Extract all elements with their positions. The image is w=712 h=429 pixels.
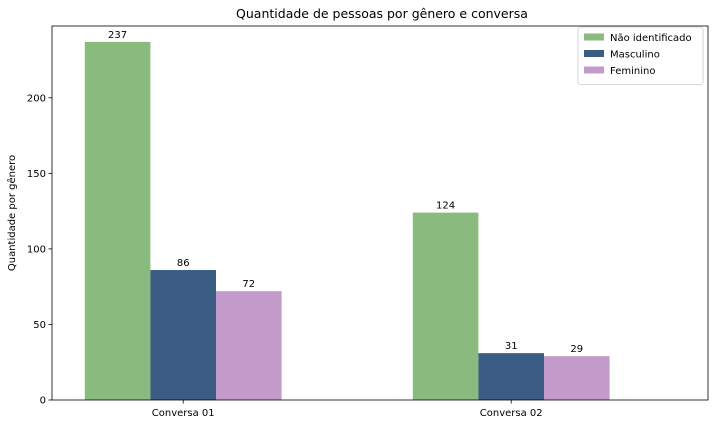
data-label: 124	[436, 201, 455, 212]
legend-box	[577, 26, 704, 85]
y-tick-label: 50	[33, 320, 46, 331]
y-axis-label: Quantidade por gênero	[6, 155, 18, 271]
chart-title: Quantidade de pessoas por gênero e conve…	[236, 6, 528, 21]
y-tick-label: 100	[27, 244, 46, 255]
x-tick-label: Conversa 01	[152, 408, 215, 419]
legend-label: Feminino	[610, 66, 655, 77]
bar-2-series-3	[544, 356, 610, 400]
legend-swatch	[584, 50, 604, 57]
y-tick-label: 0	[40, 396, 46, 407]
data-label: 31	[505, 341, 518, 352]
legend-label: Masculino	[610, 50, 660, 61]
bar-2-series-2	[478, 353, 544, 400]
legend-swatch	[584, 66, 604, 74]
bar-1-series-3	[216, 291, 282, 400]
data-label: 72	[242, 279, 255, 290]
y-tick-label: 150	[27, 169, 46, 180]
legend-swatch	[584, 33, 604, 41]
plot-area: 237 124 86 31 72 29 0 50 100 150 200 Conversa 01 Con…	[27, 25, 709, 419]
data-label: 237	[108, 30, 127, 41]
bar-1-series-2	[150, 270, 216, 400]
data-label: 86	[177, 258, 190, 269]
legend: Não identificado Masculino Feminino	[577, 26, 704, 85]
bar-1-series-1	[84, 41, 151, 400]
y-tick-label: 200	[27, 93, 46, 104]
plot-frame	[51, 25, 709, 401]
bar-2-series-1	[412, 212, 479, 400]
legend-label: Não identificado	[610, 33, 692, 44]
data-label: 29	[570, 344, 583, 355]
x-tick-label: Conversa 02	[480, 408, 543, 419]
